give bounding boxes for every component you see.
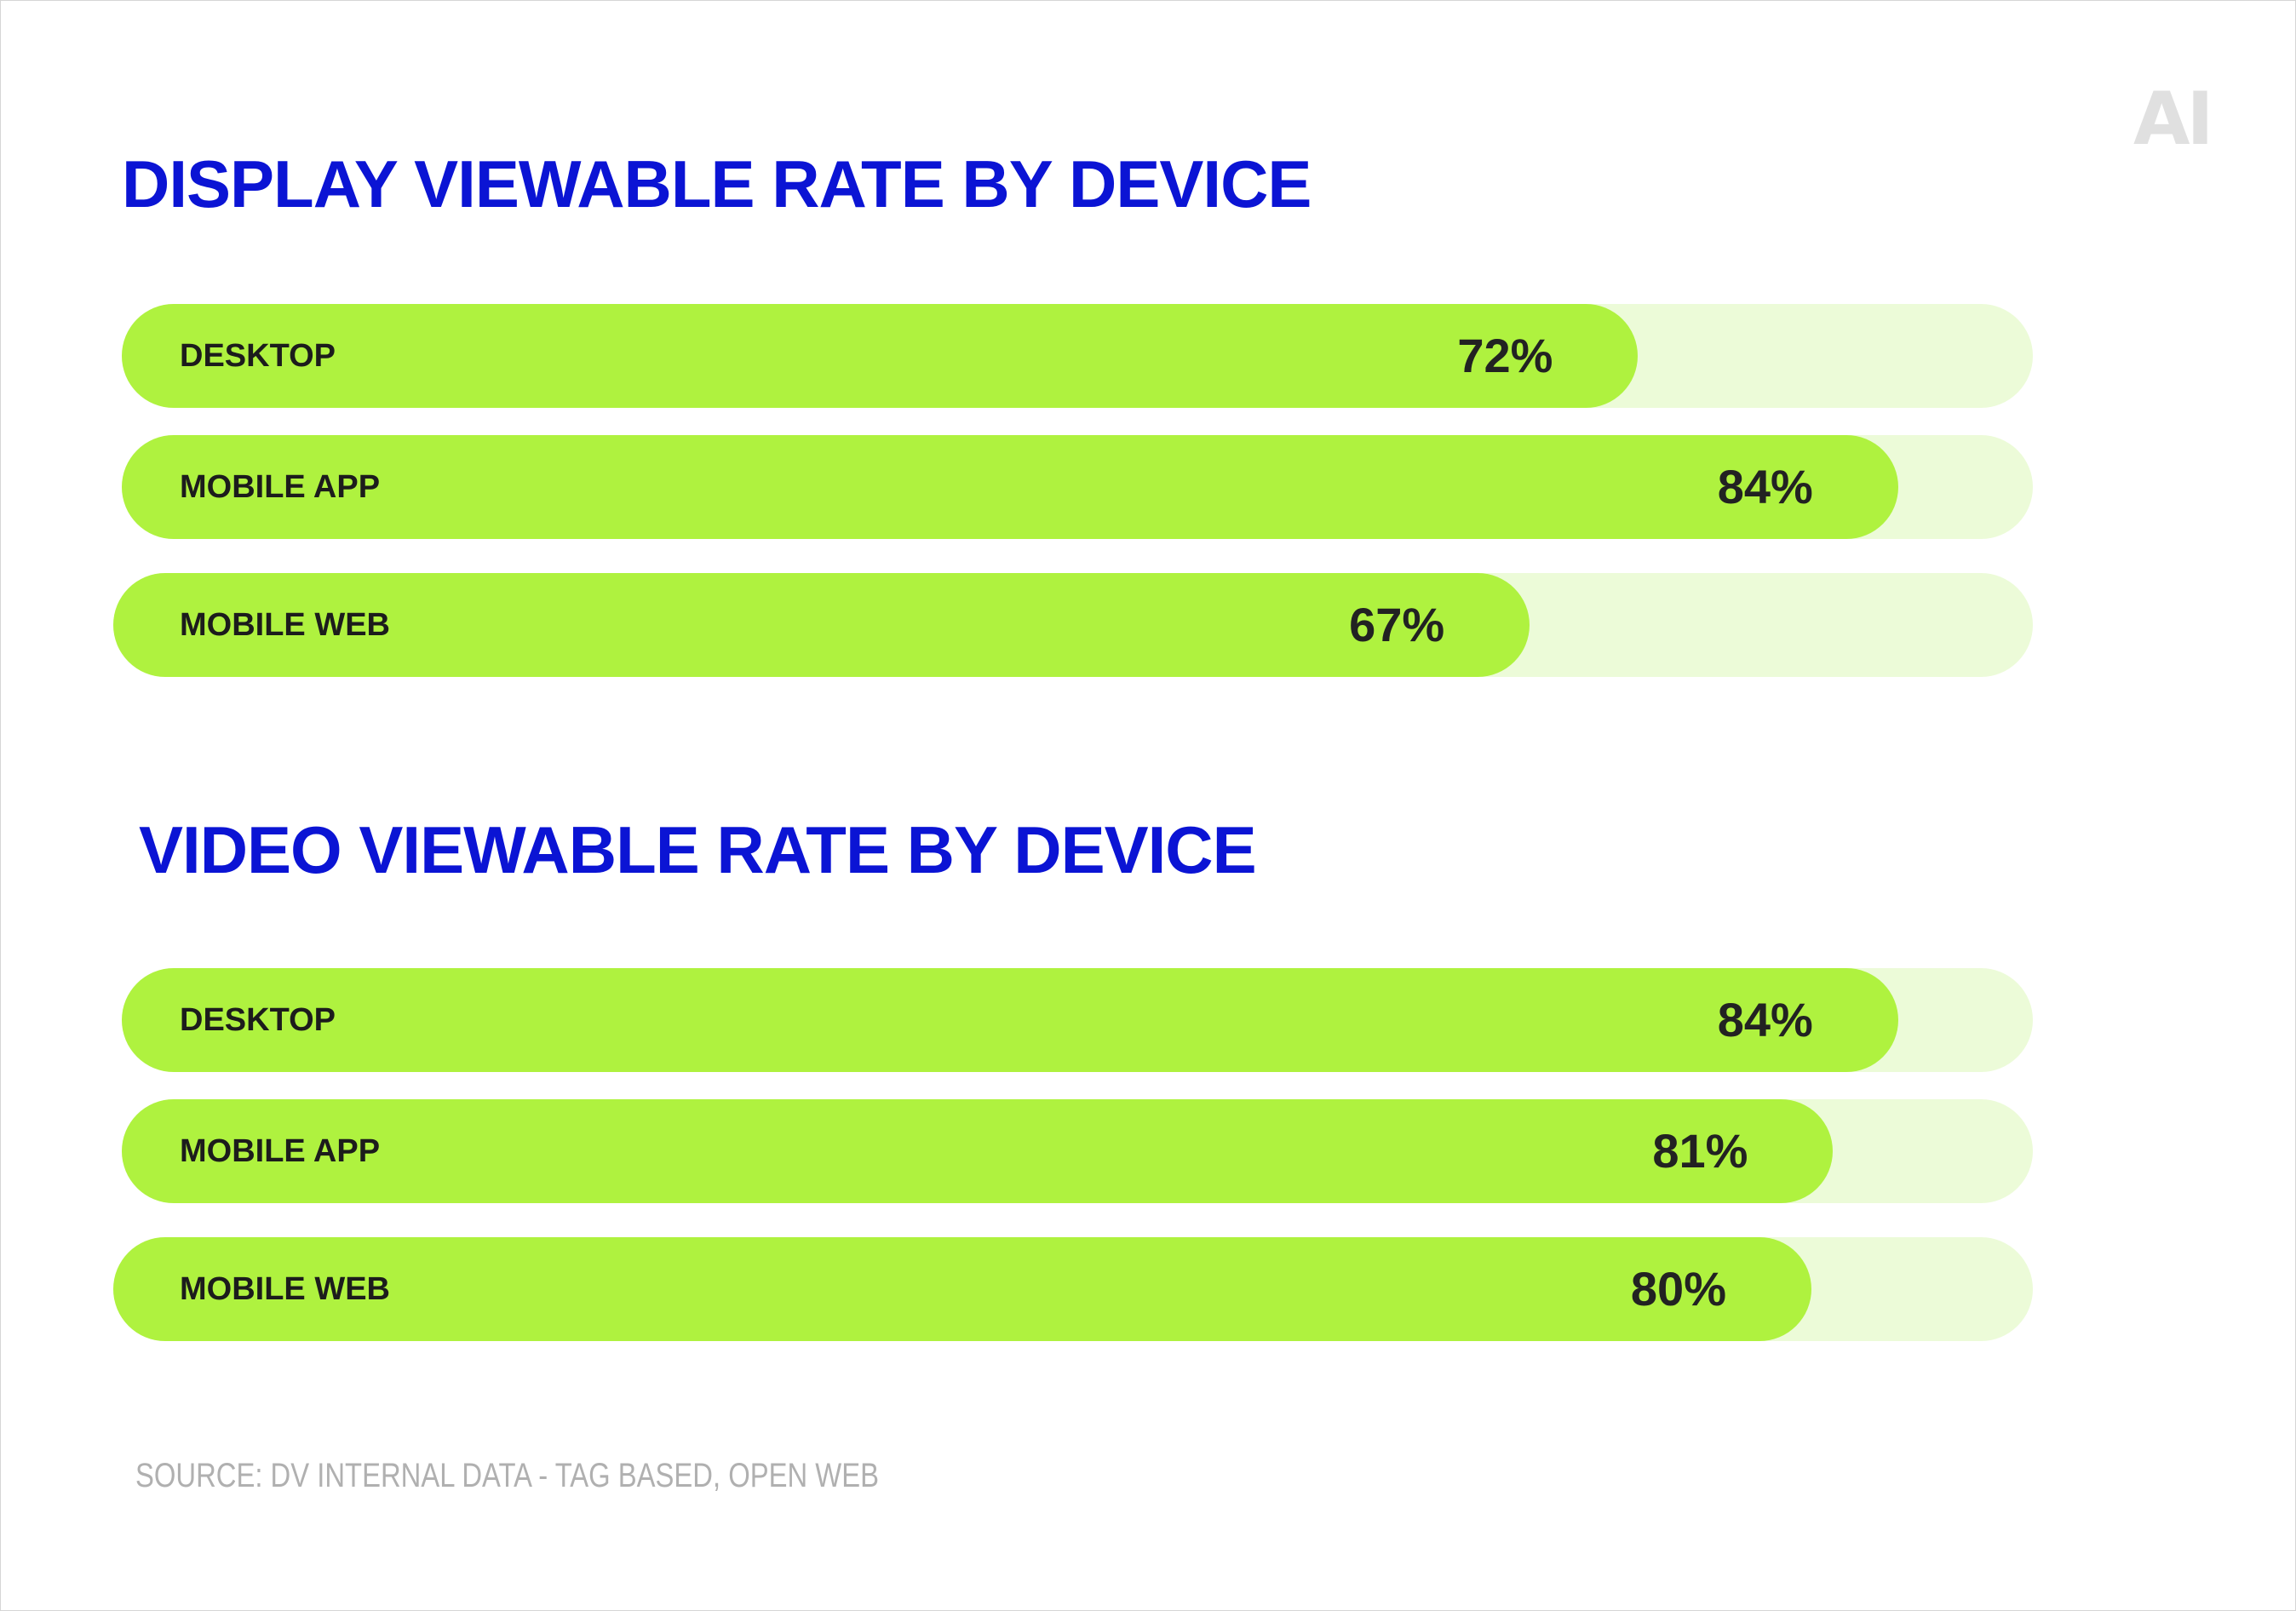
bar-fill: [122, 304, 1639, 408]
bar-row: DESKTOP 84%: [122, 968, 2033, 1072]
bar-value-label: 84%: [1717, 460, 1813, 513]
source-note: SOURCE: DV INTERNAL DATA - TAG BASED, OP…: [135, 1457, 880, 1494]
bar-category-label: MOBILE APP: [180, 469, 381, 505]
bar-category-label: MOBILE WEB: [180, 607, 390, 643]
bar-row: MOBILE WEB 67%: [113, 573, 2033, 677]
bar-value-label: 81%: [1652, 1124, 1748, 1178]
bar-fill: [122, 435, 1898, 539]
bar-row: DESKTOP 72%: [122, 304, 2033, 408]
display-chart-title: DISPLAY VIEWABLE RATE BY DEVICE: [122, 146, 1312, 221]
bar-category-label: DESKTOP: [180, 338, 336, 374]
bar-row: MOBILE APP 84%: [122, 435, 2033, 539]
brand-logo: AI: [2133, 77, 2214, 162]
bar-fill: [113, 1237, 1811, 1341]
bar-value-label: 84%: [1717, 993, 1813, 1046]
bar-value-label: 80%: [1630, 1262, 1726, 1316]
video-chart-title: VIDEO VIEWABLE RATE BY DEVICE: [139, 812, 1257, 887]
bar-fill: [122, 968, 1898, 1072]
bar-fill: [113, 573, 1530, 677]
bar-category-label: MOBILE APP: [180, 1133, 381, 1169]
bar-category-label: MOBILE WEB: [180, 1271, 390, 1307]
bar-row: MOBILE WEB 80%: [113, 1237, 2033, 1341]
bar-fill: [122, 1099, 1834, 1203]
bar-value-label: 67%: [1349, 598, 1445, 651]
bar-value-label: 72%: [1457, 329, 1553, 382]
bar-row: MOBILE APP 81%: [122, 1099, 2033, 1203]
bar-category-label: DESKTOP: [180, 1002, 336, 1038]
